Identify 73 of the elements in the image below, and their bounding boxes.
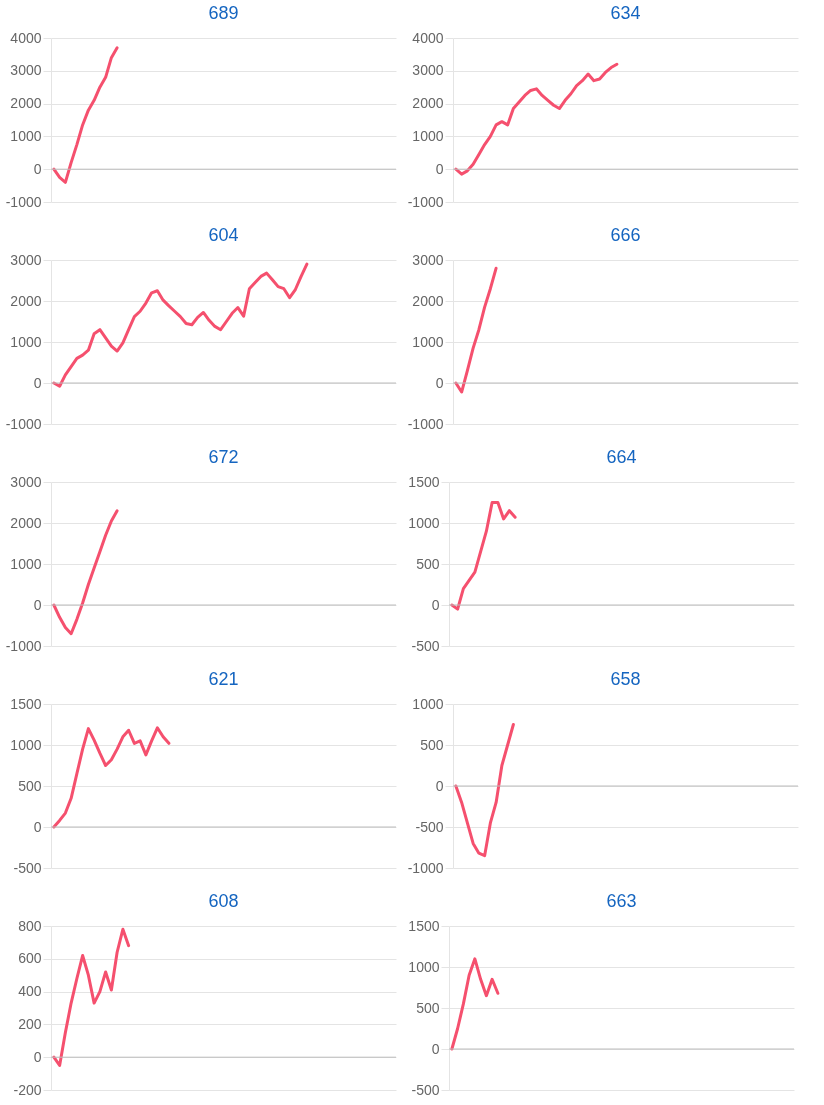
y-tick-label: 1000 [10,736,42,753]
y-tick-label: 0 [33,1048,42,1065]
y-tick-label: 0 [33,596,42,613]
y-tick-label: 4000 [412,29,444,46]
line-series [52,927,131,1067]
line-series [450,957,500,1051]
y-tick-label: 1000 [412,695,444,712]
y-tick-label: 2000 [10,514,42,531]
chart-title: 621 [208,669,239,689]
y-tick-label: 0 [435,777,444,794]
chart-title: 658 [610,669,641,689]
y-tick-label: 4000 [10,29,42,46]
chart-title: 666 [610,225,641,245]
y-tick-label: 3000 [10,473,42,490]
y-tick-label: -500 [415,818,444,835]
line-series [454,62,619,176]
y-tick-label: 0 [33,818,42,835]
line-series [52,509,119,636]
y-tick-label: 1500 [10,695,42,712]
y-tick-label: -1000 [407,193,444,210]
y-tick-label: 1000 [412,333,444,350]
y-tick-label: 2000 [10,95,42,112]
y-tick-label: -500 [13,859,42,876]
y-tick-label: 1000 [408,958,440,975]
y-tick-label: -500 [411,637,440,654]
line-series [450,501,517,611]
y-tick-label: 3000 [412,62,444,79]
y-tick-label: 3000 [412,251,444,268]
y-tick-label: -1000 [5,415,42,432]
y-tick-label: 0 [33,374,42,391]
y-tick-label: -1000 [407,415,444,432]
y-tick-label: 1000 [408,514,440,531]
y-tick-label: 2000 [10,292,42,309]
chart-title: 608 [208,891,239,911]
y-tick-label: 1000 [10,333,42,350]
y-tick-label: 200 [18,1015,42,1032]
chart-title: 672 [208,447,239,467]
y-tick-label: -200 [13,1081,42,1098]
y-tick-label: 500 [416,999,440,1016]
y-tick-label: 500 [416,555,440,572]
y-tick-label: 500 [18,777,42,794]
y-tick-label: 0 [431,1040,440,1057]
y-tick-label: 500 [420,736,444,753]
y-tick-label: 2000 [412,292,444,309]
y-tick-label: 1000 [10,127,42,144]
y-tick-label: -1000 [5,193,42,210]
y-tick-label: -500 [411,1081,440,1098]
y-tick-label: 3000 [10,251,42,268]
chart-title: 634 [610,3,641,23]
line-series [454,723,515,858]
y-tick-label: 1500 [408,473,440,490]
y-tick-label: 0 [435,160,444,177]
y-tick-label: 600 [18,950,42,967]
line-series [454,266,498,394]
y-tick-label: 0 [431,596,440,613]
y-tick-label: 1000 [10,555,42,572]
y-tick-label: 0 [435,374,444,391]
y-tick-label: 2000 [412,95,444,112]
y-tick-label: 3000 [10,62,42,79]
chart-title: 604 [208,225,239,245]
y-tick-label: 1000 [412,127,444,144]
line-series [52,262,309,388]
y-tick-label: -1000 [5,637,42,654]
line-series [52,726,171,829]
line-series [52,46,119,184]
y-tick-label: 800 [18,917,42,934]
y-tick-label: 1500 [408,917,440,934]
chart-title: 664 [606,447,637,467]
chart-title: 663 [606,891,637,911]
y-tick-label: 0 [33,160,42,177]
chart-title: 689 [208,3,239,23]
y-tick-label: -1000 [407,859,444,876]
y-tick-label: 400 [18,983,42,1000]
